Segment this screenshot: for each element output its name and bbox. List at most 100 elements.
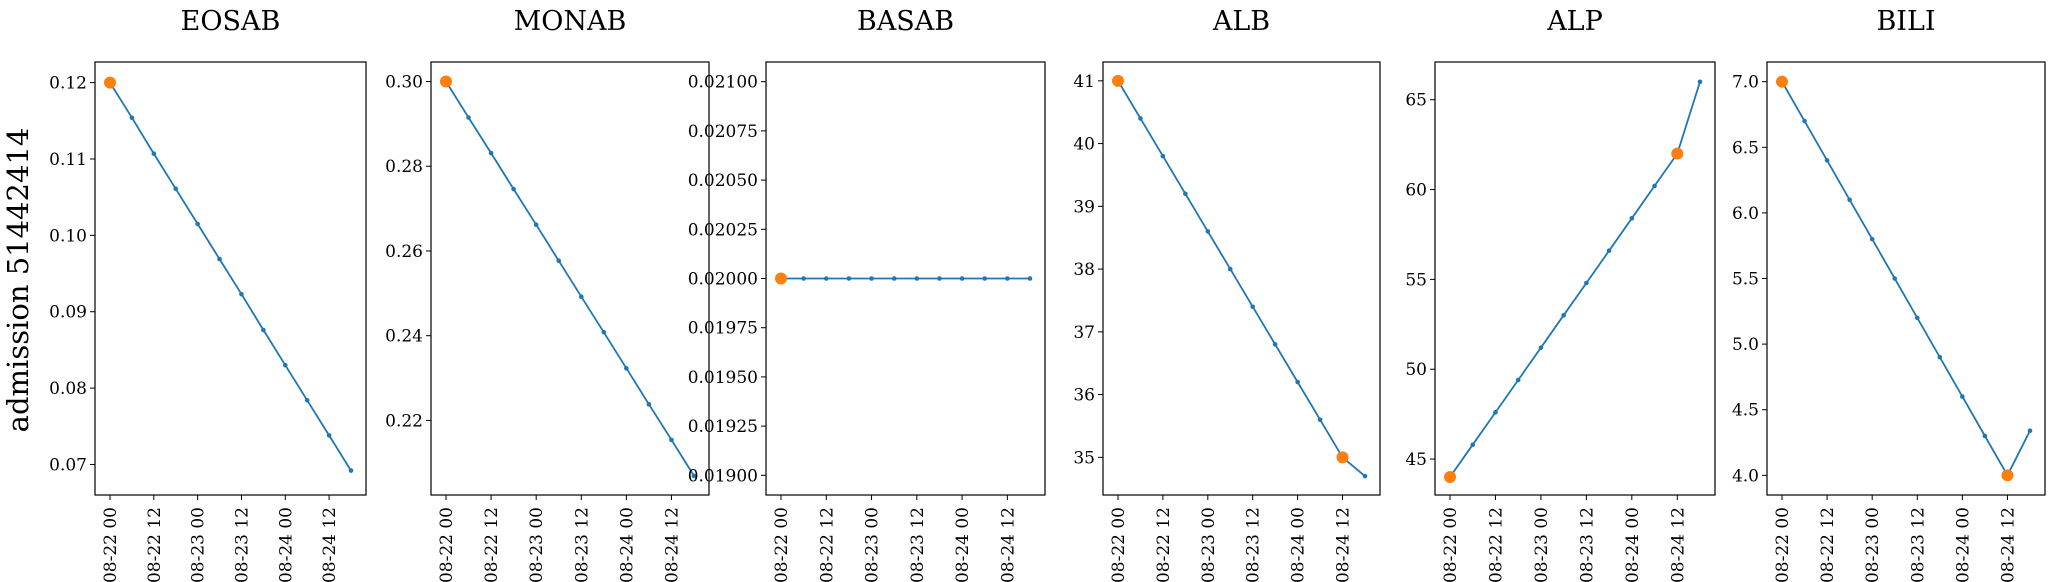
chart-title: BASAB (857, 6, 954, 37)
y-tick-label: 5.0 (1732, 335, 1759, 355)
data-point (869, 276, 874, 281)
y-tick-label: 38 (1073, 260, 1095, 280)
x-tick-label: 08-22 12 (817, 507, 837, 582)
y-tick-label: 5.5 (1732, 270, 1759, 290)
data-point (129, 115, 135, 121)
data-point (239, 291, 244, 297)
x-tick-label: 08-24 00 (617, 507, 637, 582)
data-point (1629, 216, 1635, 221)
x-tick-label: 08-23 00 (189, 507, 209, 582)
data-point (282, 362, 288, 368)
x-tick-label: 08-22 00 (437, 507, 457, 582)
data-point (1802, 118, 1807, 124)
x-tick-label: 08-22 00 (101, 507, 121, 582)
y-tick-label: 7.0 (1732, 73, 1759, 93)
x-tick-label: 08-24 12 (1998, 507, 2018, 582)
y-tick-label: 0.08 (49, 379, 87, 399)
x-tick-label: 08-24 12 (320, 507, 340, 582)
chart-panel-eosab: EOSAB 0.07 0.08 0.09 0.10 0.11 0.12 08-22 00 08-… (49, 6, 367, 582)
y-tick-label: 0.12 (49, 74, 87, 94)
data-point (1317, 417, 1323, 422)
y-tick-label: 6.0 (1732, 204, 1759, 224)
x-tick-label: 08-22 00 (1441, 507, 1461, 582)
figure-ylabel: admission 51442414 (1, 128, 35, 433)
y-tick-label: 0.11 (49, 150, 87, 170)
data-point (1960, 394, 1965, 399)
y-tick-label: 0.26 (385, 242, 423, 262)
highlight-point (2001, 469, 2014, 482)
series-line (1117, 80, 1366, 477)
x-tick-label: 08-24 00 (276, 507, 296, 582)
highlight-point (1112, 74, 1124, 87)
y-tick-label: 0.02025 (688, 220, 758, 240)
data-point (1892, 276, 1898, 281)
x-tick-label: 08-23 12 (1577, 507, 1597, 582)
data-point (1027, 276, 1033, 281)
x-tick-label: 08-22 12 (145, 507, 165, 582)
x-tick-label: 08-22 12 (1154, 507, 1174, 582)
y-tick-label: 41 (1073, 72, 1095, 92)
x-tick-label: 08-24 00 (1953, 507, 1973, 582)
y-tick-label: 35 (1073, 448, 1095, 468)
data-point (348, 468, 354, 473)
y-tick-label: 4.0 (1732, 466, 1759, 486)
series-line (1781, 81, 2031, 478)
x-tick-label: 08-23 00 (1199, 507, 1219, 582)
plot-frame (1102, 61, 1381, 496)
x-tick-label: 08-22 00 (1773, 507, 1793, 582)
data-point (669, 437, 674, 443)
highlight-point (775, 272, 787, 285)
plot-frame (1434, 61, 1716, 496)
data-point (1697, 79, 1703, 85)
data-point (195, 221, 200, 227)
data-point (1362, 473, 1368, 479)
x-tick-label: 08-24 12 (998, 507, 1018, 582)
y-tick-label: 0.02050 (688, 171, 758, 191)
data-point (914, 276, 920, 281)
chart-panels: EOSAB 0.07 0.08 0.09 0.10 0.11 0.12 08-22 00 08-… (49, 6, 2046, 582)
data-point (959, 276, 965, 281)
data-point (1584, 280, 1589, 286)
x-tick-label: 08-23 12 (1908, 507, 1928, 582)
x-tick-label: 08-24 12 (1668, 507, 1688, 582)
data-point (1138, 116, 1143, 121)
data-point (1869, 236, 1875, 242)
data-point (1005, 276, 1010, 281)
x-tick-label: 08-23 00 (527, 507, 547, 582)
data-point (801, 276, 806, 281)
data-point (1561, 313, 1566, 318)
data-point (1652, 183, 1657, 189)
data-point (488, 150, 494, 156)
y-tick-label: 0.28 (385, 157, 423, 177)
y-tick-label: 40 (1073, 135, 1095, 155)
y-tick-label: 0.01975 (688, 319, 758, 339)
y-tick-label: 0.01950 (688, 368, 758, 388)
highlight-point (1776, 75, 1788, 88)
chart-panel-basab: BASAB 0.01900 0.01925 0.01950 0.01975 0.02000… (688, 6, 1046, 582)
data-point (891, 276, 897, 281)
data-point (1295, 379, 1300, 385)
y-tick-label: 0.02100 (688, 73, 758, 93)
data-point (326, 433, 332, 438)
data-point (823, 276, 829, 281)
data-point (151, 151, 157, 156)
chart-panel-alp: ALP 45 50 55 60 65 08-22 00 08-22 12 08-23 00 08-… (1405, 6, 1716, 582)
data-point (1272, 342, 1278, 347)
highlight-point (440, 75, 452, 88)
data-point (304, 398, 310, 403)
highlight-point (104, 76, 116, 89)
y-tick-label: 0.02000 (688, 270, 758, 290)
x-tick-label: 08-24 00 (1289, 507, 1309, 582)
highlight-point (1671, 147, 1684, 160)
y-tick-label: 0.24 (385, 327, 423, 347)
data-point (261, 327, 266, 333)
data-point (1160, 153, 1166, 159)
x-tick-label: 08-23 00 (863, 507, 883, 582)
x-tick-label: 08-22 00 (1109, 507, 1129, 582)
y-tick-label: 37 (1073, 323, 1095, 343)
x-tick-label: 08-23 12 (232, 507, 252, 582)
data-point (1515, 377, 1521, 383)
chart-title: ALP (1546, 6, 1603, 37)
series-line (109, 82, 352, 472)
data-point (2027, 428, 2033, 434)
